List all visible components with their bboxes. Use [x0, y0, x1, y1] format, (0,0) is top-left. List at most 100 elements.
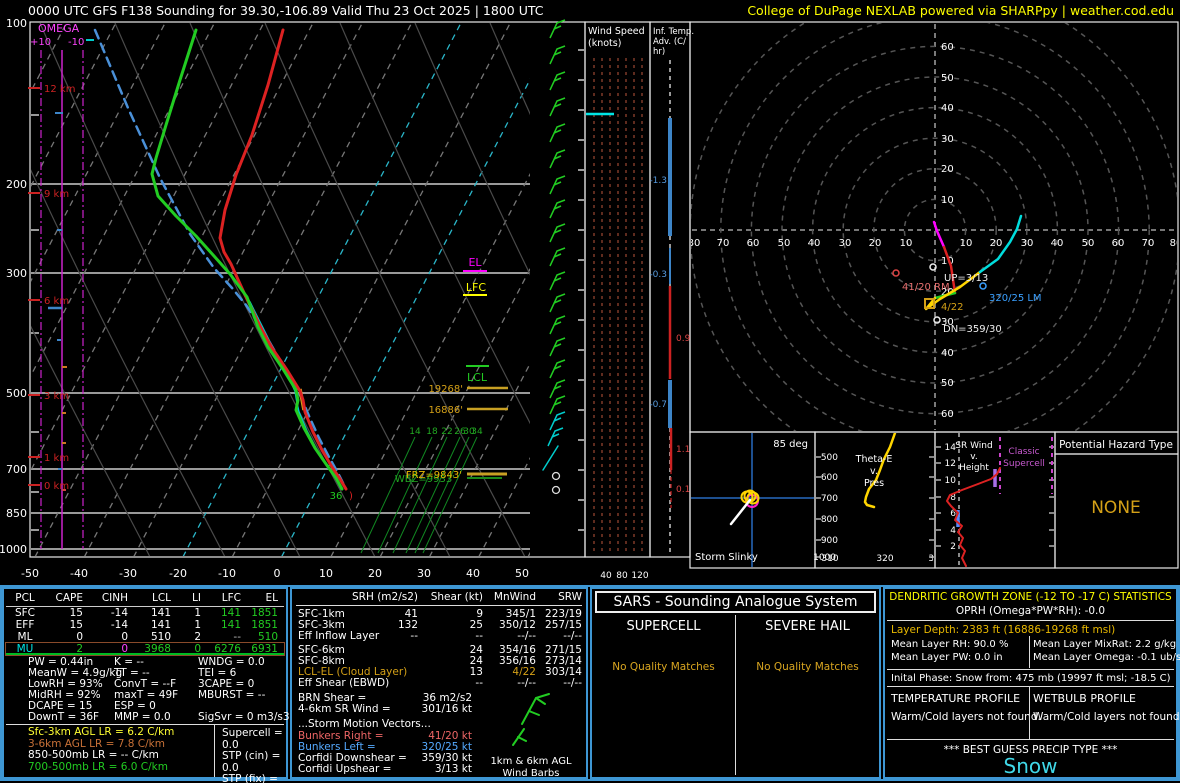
svg-text:Classic: Classic: [1008, 447, 1039, 457]
svg-text:9 km: 9 km: [44, 189, 69, 200]
lapse-rates: Sfc-3km AGL LR = 6.2 C/km 3-6km AGL LR = …: [28, 726, 174, 773]
initial-phase: Inital Phase: Snow from: 475 mb (19997 f…: [891, 673, 1171, 684]
svg-text:-50: -50: [21, 567, 39, 580]
svg-text:18: 18: [426, 427, 438, 437]
svg-text:OMEGA: OMEGA: [38, 22, 80, 35]
svg-text:-10: -10: [68, 37, 84, 48]
svg-text:40: 40: [808, 238, 821, 249]
table-row: LCL-EL (Cloud Layer) 13 4/22 303/14: [298, 666, 582, 678]
svg-text:2: 2: [950, 542, 956, 552]
svg-text:30: 30: [1021, 238, 1034, 249]
composite-indices: Supercell = 0.0 STP (cin) = 0.0 STP (fix) …: [222, 727, 286, 783]
svg-text:80: 80: [616, 571, 628, 581]
svg-text:40: 40: [941, 103, 954, 114]
panel-frames: [29, 21, 1179, 569]
precip-type: Snow: [1003, 754, 1058, 778]
svg-text:60: 60: [747, 238, 760, 249]
divider: [887, 669, 1174, 670]
svg-text:-0.3: -0.3: [649, 270, 667, 280]
svg-text:Theta-E: Theta-E: [855, 454, 893, 465]
divider: [735, 615, 736, 775]
temp-adv-panel: Inf. Temp.Adv. (C/hr) -1.3 -0.3 0.9 -0.7 1.1 0…: [649, 27, 694, 552]
svg-text:310: 310: [821, 554, 838, 564]
svg-text:-10: -10: [218, 567, 236, 580]
wind-speed-panel: Wind Speed(knots) 40 80 120: [586, 26, 649, 581]
svg-text:-0.7: -0.7: [649, 400, 667, 410]
svg-text:120: 120: [631, 571, 648, 581]
svg-text:20: 20: [990, 238, 1003, 249]
table-row: Bunkers Right = 41/20 kt: [298, 730, 472, 742]
svg-text:0: 0: [274, 567, 281, 580]
svg-text:12: 12: [945, 459, 956, 469]
table-row: SFC-3km 132 25 350/12 257/15: [298, 619, 582, 631]
svg-text:34: 34: [471, 427, 483, 437]
svg-text:20: 20: [368, 567, 382, 580]
table-row: ML 0 0 510 2 -- 510: [17, 631, 278, 643]
kinematics-table: SRH (m2/s2) Shear (kt) MnWind SRW SFC-1km 41 9…: [294, 589, 584, 779]
kinematics-panel: SRH (m2/s2) Shear (kt) MnWind SRW SFC-1km 41 9…: [290, 587, 588, 779]
height-marks: 12 km 9 km 6 km 3 km 1 km 0 km: [28, 84, 75, 492]
lapse-rate: 3-6km AGL LR = 7.8 C/km: [28, 737, 165, 750]
hazard-panel-text: Potential Hazard Type NONE: [1059, 439, 1173, 518]
svg-text:30: 30: [417, 567, 431, 580]
svg-text:600: 600: [821, 473, 838, 483]
table-row: EFF 15 -14 141 1 141 1851: [15, 619, 278, 631]
green-divider: [6, 653, 284, 655]
table-row: SFC-6km 24 354/16 271/15: [298, 644, 582, 656]
svg-text:60: 60: [941, 42, 954, 53]
thermo-panel: PCL CAPE CINH LCL LI LFC EL SFC 15 -14 141 1 141 1851…: [2, 587, 290, 783]
bottom-section-frame: [0, 585, 1180, 781]
svg-text:40: 40: [941, 348, 954, 359]
composite-index: STP (cin) = 0.0: [222, 750, 281, 774]
skewt-windbarbs: [542, 19, 584, 531]
parcel-table-header: PCL CAPE CINH LCL LI LFC EL: [6, 591, 284, 607]
svg-text:50: 50: [1082, 238, 1095, 249]
svg-text:1.1: 1.1: [676, 445, 690, 455]
svg-text:41/20 RM: 41/20 RM: [902, 282, 950, 293]
svg-text:200: 200: [6, 178, 27, 191]
svg-text:hr): hr): [653, 47, 665, 57]
svg-text:10: 10: [941, 256, 954, 267]
svg-text:4: 4: [950, 526, 956, 536]
table-row: Bunkers Left = 320/25 kt: [298, 741, 472, 753]
svg-text:30: 30: [463, 427, 475, 437]
winter-panel: DENDRITIC GROWTH ZONE (-12 TO -17 C) STA…: [883, 587, 1180, 779]
svg-text:10: 10: [319, 567, 333, 580]
table-row: MU 2 0 3968 0 6276 6931: [5, 642, 285, 656]
svg-text:700: 700: [821, 494, 838, 504]
svg-text:700: 700: [6, 463, 27, 476]
wetbulb-profile-title: WETBULB PROFILE: [1033, 692, 1136, 705]
svg-text:v.: v.: [970, 452, 978, 462]
svg-text:50: 50: [778, 238, 791, 249]
svg-text:12 km: 12 km: [44, 84, 75, 95]
svg-text:UP=3/13: UP=3/13: [944, 273, 988, 284]
svg-text:-20: -20: [169, 567, 187, 580]
svg-text:14: 14: [409, 427, 421, 437]
table-row: SFC-8km 24 356/16 273/14: [298, 655, 582, 667]
svg-text:70: 70: [717, 238, 730, 249]
temp-profile-result: Warm/Cold layers not found.: [891, 711, 1041, 723]
level-markers: EL LFC LCL 19268' 16886' WBZ=9933'FRZ=9843' 36…: [330, 256, 508, 502]
temp-profile-title: TEMPERATURE PROFILE: [891, 692, 1021, 705]
divider: [887, 739, 1174, 740]
title-bar: 0000 UTC GFS F138 Sounding for 39.30,-10…: [0, 0, 1180, 22]
svg-text:60: 60: [941, 409, 954, 420]
svg-text:330: 330: [928, 554, 945, 564]
dgz-layer-depth: Layer Depth: 2383 ft (16886-19268 ft msl…: [891, 624, 1116, 636]
wetbulb-profile-result: Warm/Cold layers not found.: [1033, 711, 1180, 723]
svg-text:40: 40: [600, 571, 612, 581]
svg-text:60: 60: [1112, 238, 1125, 249]
svg-text:16886': 16886': [428, 405, 463, 416]
divider: [887, 686, 1174, 687]
svg-text:Height: Height: [959, 463, 989, 473]
svg-text:1000: 1000: [0, 543, 27, 556]
svg-text:Supercell: Supercell: [1003, 459, 1045, 469]
site-credit: College of DuPage NEXLAB powered via SHA…: [747, 3, 1174, 18]
svg-text:0 km: 0 km: [44, 481, 69, 492]
svg-text:1 km: 1 km: [44, 453, 69, 464]
svg-text:WBZ=9933': WBZ=9933': [395, 474, 455, 485]
table-row: Eff Shear (EBWD) -- --/-- --/--: [298, 677, 582, 689]
svg-text:900: 900: [821, 536, 838, 546]
